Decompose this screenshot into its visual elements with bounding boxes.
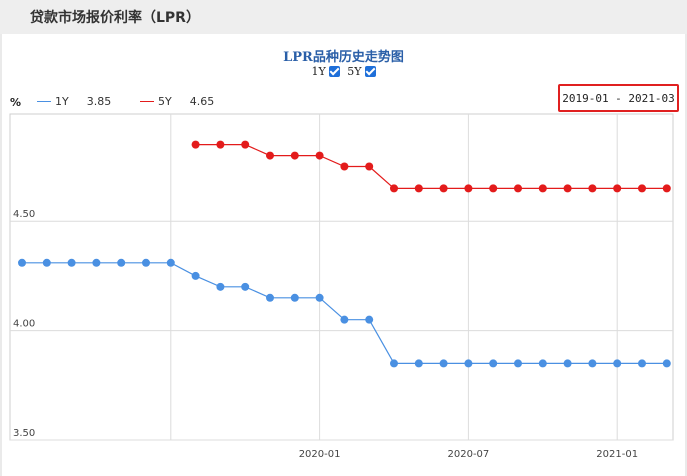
checkbox-5y[interactable] <box>364 66 376 77</box>
toggle-1y-label: 1Y <box>311 65 326 78</box>
data-point-5y <box>414 184 423 193</box>
toggle-1y[interactable]: 1Y <box>311 65 340 78</box>
legend-5y-swatch <box>140 101 154 102</box>
data-point-5y <box>439 184 448 193</box>
data-point-1y <box>216 282 225 291</box>
date-range-picker[interactable]: 2019-01 - 2021-03 <box>558 84 679 112</box>
data-point-1y <box>67 258 76 267</box>
data-point-1y <box>638 359 646 368</box>
legend-5y-value: 4.65 <box>189 95 215 108</box>
series-line-5y <box>195 143 667 189</box>
data-point-1y <box>42 258 51 267</box>
data-point-1y <box>166 258 175 267</box>
data-point-5y <box>538 184 547 193</box>
data-point-1y <box>266 293 274 302</box>
data-point-1y <box>92 258 101 267</box>
data-point-1y <box>414 359 423 368</box>
data-point-1y <box>340 315 349 324</box>
data-point-1y <box>662 359 671 368</box>
data-point-1y <box>18 258 26 267</box>
data-point-5y <box>340 162 349 171</box>
legend-5y[interactable]: 5Y 4.65 <box>140 95 214 108</box>
checkbox-1y[interactable] <box>328 66 340 77</box>
data-point-5y <box>191 140 200 149</box>
data-point-5y <box>290 151 299 160</box>
data-point-1y <box>514 359 522 368</box>
y-tick-label: 3.50 <box>13 428 35 439</box>
data-point-5y <box>588 184 597 193</box>
data-point-1y <box>241 282 250 291</box>
data-point-5y <box>241 140 250 149</box>
y-tick-label: 4.00 <box>13 319 35 330</box>
legend-1y-value: 3.85 <box>86 95 112 108</box>
data-point-1y <box>365 315 374 324</box>
data-point-1y <box>290 293 299 302</box>
legend-1y-name: 1Y <box>55 95 69 108</box>
data-point-1y <box>191 271 200 280</box>
data-point-1y <box>613 359 622 368</box>
data-point-5y <box>216 140 225 149</box>
plot-frame <box>9 113 674 441</box>
legend-1y-swatch <box>37 101 51 102</box>
chart-title: LPR品种历史走势图 <box>283 50 404 65</box>
data-point-1y <box>142 258 150 267</box>
data-point-5y <box>266 151 274 160</box>
data-point-1y <box>538 359 547 368</box>
data-point-1y <box>489 359 498 368</box>
data-point-5y <box>662 184 671 193</box>
data-point-1y <box>117 258 126 267</box>
data-point-1y <box>390 359 398 368</box>
legend-5y-name: 5Y <box>158 95 172 108</box>
x-tick-label: 2020-07 <box>448 449 490 460</box>
series-toggles: 1Y 5Y <box>2 65 685 78</box>
line-chart: 3.50 4.00 4.50 2020-01 2020-07 2021-01 <box>9 113 674 460</box>
data-point-5y <box>390 184 398 193</box>
series-line-1y <box>22 262 667 364</box>
data-point-5y <box>638 184 646 193</box>
data-point-1y <box>563 359 572 368</box>
data-point-1y <box>315 293 324 302</box>
legend-1y[interactable]: 1Y 3.85 <box>37 95 111 108</box>
data-point-5y <box>365 162 374 171</box>
data-point-1y <box>439 359 448 368</box>
data-point-5y <box>563 184 572 193</box>
data-point-5y <box>315 151 324 160</box>
y-tick-label: 4.50 <box>13 209 35 220</box>
toggle-5y[interactable]: 5Y <box>347 65 376 78</box>
header-bar: 贷款市场报价利率（LPR） <box>0 0 687 34</box>
page-title: 贷款市场报价利率（LPR） <box>30 10 200 26</box>
x-tick-label: 2021-01 <box>596 449 638 460</box>
toggle-5y-label: 5Y <box>347 65 362 78</box>
data-point-5y <box>613 184 622 193</box>
data-point-5y <box>489 184 498 193</box>
data-point-1y <box>588 359 597 368</box>
x-tick-label: 2020-01 <box>299 449 341 460</box>
y-unit-label: % <box>10 96 22 109</box>
data-point-1y <box>464 359 473 368</box>
data-point-5y <box>464 184 473 193</box>
chart-panel: LPR品种历史走势图 1Y 5Y % 1Y 3.85 5Y 4.65 2019-… <box>2 34 685 476</box>
data-point-5y <box>514 184 522 193</box>
